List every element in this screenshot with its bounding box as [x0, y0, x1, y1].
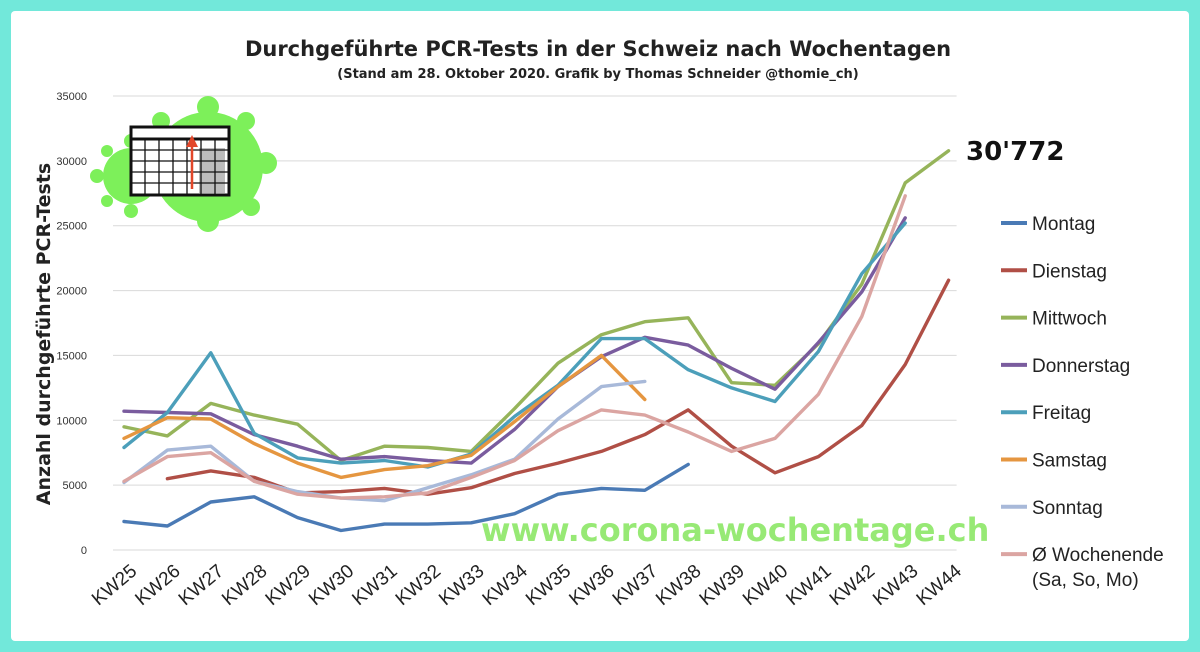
- series-line-4: [122, 221, 907, 469]
- x-tick-label: KW25: [88, 561, 141, 610]
- legend-label: Montag: [1032, 214, 1095, 235]
- x-tick-label: KW37: [609, 561, 662, 610]
- x-tick-label: KW40: [739, 561, 792, 610]
- x-tick-label: KW27: [175, 561, 228, 610]
- x-tick-label: KW30: [305, 561, 358, 610]
- x-tick-label: KW42: [826, 561, 879, 610]
- legend-label: Sonntag: [1032, 498, 1103, 519]
- y-tick-label: 5000: [63, 480, 87, 492]
- x-tick-label: KW33: [435, 561, 488, 610]
- legend-label: Freitag: [1032, 403, 1091, 424]
- annotation-last-value: 30'772: [966, 137, 1064, 167]
- x-tick-label: KW43: [869, 561, 922, 610]
- x-tick-label: KW41: [782, 561, 835, 610]
- series-line-7: [122, 194, 907, 500]
- legend-label: Samstag: [1032, 451, 1107, 472]
- y-tick-label: 30000: [56, 156, 87, 168]
- x-tick-label: KW35: [522, 561, 575, 610]
- x-tick-labels: KW25KW26KW27KW28KW29KW30KW31KW32KW33KW34…: [88, 560, 966, 610]
- legend-label: Ø Wochenende: [1032, 545, 1164, 566]
- chart-card: Durchgeführte PCR-Tests in der Schweiz n…: [11, 11, 1189, 641]
- legend-label: Dienstag: [1032, 261, 1107, 282]
- y-tick-label: 10000: [56, 415, 87, 427]
- series-line-0: [122, 462, 690, 533]
- x-tick-label: KW36: [565, 561, 618, 610]
- y-tick-labels: 0 5000 10000 15000 20000 25000 30000 35000: [56, 91, 87, 557]
- legend-label-line2: (Sa, So, Mo): [1032, 570, 1139, 591]
- y-tick-label: 25000: [56, 221, 87, 233]
- pcr-line-chart: Durchgeführte PCR-Tests in der Schweiz n…: [33, 37, 1164, 610]
- x-tick-label: KW31: [348, 561, 401, 610]
- x-tick-label: KW32: [392, 561, 445, 610]
- x-tick-label: KW28: [218, 561, 271, 610]
- virus-calendar-chart-icon: [90, 96, 277, 232]
- x-tick-label: KW34: [479, 560, 532, 610]
- x-tick-label: KW44: [913, 560, 966, 610]
- y-tick-label: 0: [81, 545, 87, 557]
- series-line-5: [122, 353, 647, 480]
- y-tick-label: 20000: [56, 286, 87, 298]
- y-tick-label: 35000: [56, 91, 87, 103]
- watermark-text: www.corona-wochentage.ch: [481, 511, 989, 549]
- x-tick-label: KW38: [652, 561, 705, 610]
- x-tick-label: KW29: [262, 561, 315, 610]
- chart-title: Durchgeführte PCR-Tests in der Schweiz n…: [245, 37, 951, 61]
- legend-label: Donnerstag: [1032, 356, 1130, 377]
- series-line-6: [122, 379, 647, 503]
- x-tick-label: KW39: [696, 561, 749, 610]
- y-tick-label: 15000: [56, 350, 87, 362]
- series-lines: [122, 149, 951, 533]
- y-axis-label: Anzahl durchgeführte PCR-Tests: [33, 163, 55, 505]
- chart-subtitle: (Stand am 28. Oktober 2020. Grafik by Th…: [337, 67, 858, 82]
- legend-label: Mittwoch: [1032, 309, 1107, 330]
- legend: Montag Dienstag Mittwoch Donnerstag Freitag S…: [1001, 214, 1164, 591]
- x-tick-label: KW26: [131, 561, 184, 610]
